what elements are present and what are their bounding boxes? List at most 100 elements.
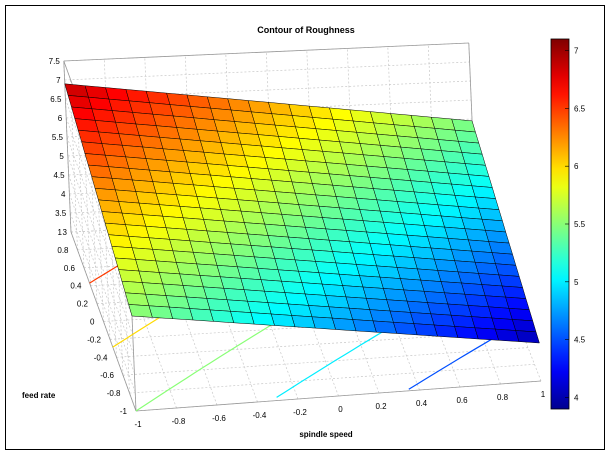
surface-face — [240, 278, 265, 292]
surface-face — [318, 272, 343, 286]
surface-face — [243, 289, 269, 303]
axes-box-edge — [63, 42, 469, 62]
surface-face — [125, 224, 150, 239]
surface-face — [420, 279, 445, 294]
surface-face — [87, 164, 113, 179]
surface-face — [226, 299, 252, 313]
surface-face — [104, 222, 130, 237]
axis-ticks: -1 -0.8 -0.6 -0.4 -0.2 0 0.2 0.4 0.6 0.8 1-1-0.8-0… — [49, 57, 546, 429]
surface-face — [400, 212, 425, 226]
surface-face — [491, 317, 517, 331]
surface-face — [383, 222, 408, 236]
surface-face — [356, 197, 381, 212]
surface-face — [362, 286, 388, 300]
surface-face — [182, 285, 208, 299]
surface-face — [322, 151, 347, 165]
surface-face — [148, 305, 174, 319]
floor-grid-line — [129, 363, 535, 394]
surface-face — [169, 306, 194, 321]
surface-face — [158, 272, 184, 286]
x-tick-label: -0.4 — [253, 411, 267, 420]
surface-face — [301, 282, 326, 296]
x-tick-label: 1 — [541, 390, 546, 399]
surface-face — [515, 330, 540, 344]
surface-face — [165, 227, 191, 242]
surface-face — [179, 206, 204, 220]
surface-face — [471, 316, 496, 330]
surface-face — [247, 300, 272, 315]
surface-face — [294, 259, 320, 273]
surface-face — [233, 255, 259, 269]
z-tick-label: 7 — [56, 76, 61, 85]
surface-face — [244, 155, 269, 170]
surface-face — [383, 156, 408, 170]
surface-face — [464, 293, 489, 308]
x-tick-label: -0.2 — [293, 408, 307, 417]
surface-face — [423, 291, 449, 305]
surface-face — [400, 278, 425, 292]
surface-face — [471, 250, 496, 264]
z-tick-label: 5.5 — [52, 133, 64, 142]
surface-face — [179, 273, 204, 288]
surface-face — [196, 263, 221, 278]
surface-face — [270, 313, 296, 328]
surface-face — [94, 120, 120, 134]
y-tick-label: -0.4 — [94, 353, 108, 362]
surface-face — [250, 312, 275, 326]
surface-face — [186, 296, 211, 311]
surface-face — [376, 265, 401, 279]
surface-face — [114, 257, 140, 272]
surface-face — [311, 316, 337, 330]
surface-face — [437, 270, 462, 284]
surface-face — [308, 305, 333, 319]
z-tick-label: 4 — [61, 190, 66, 199]
surface-face — [145, 293, 170, 308]
surface-face — [315, 194, 340, 209]
surface-face — [352, 252, 377, 267]
figure-frame: -1 -0.8 -0.6 -0.4 -0.2 0 0.2 0.4 0.6 0.8 1 -1 -0.8 -0… — [5, 5, 605, 450]
x-tick-label: 0.2 — [375, 402, 387, 411]
surface-face — [186, 229, 211, 243]
surface-face — [420, 214, 445, 228]
surface-face — [220, 276, 245, 290]
surface-face — [141, 282, 167, 296]
z-tick-label: 4.5 — [53, 171, 65, 180]
surface-face — [494, 328, 520, 342]
y-tick-label: -1 — [120, 407, 128, 416]
surface-face — [315, 261, 340, 275]
surface-face — [376, 199, 401, 213]
surface-face — [138, 270, 164, 285]
surface-face — [216, 265, 242, 279]
surface-face — [311, 249, 337, 264]
surface-face — [396, 267, 422, 281]
z-tick-label: 5 — [59, 152, 64, 161]
surface-face — [135, 259, 160, 273]
surface-face — [444, 292, 469, 306]
surface-face — [348, 307, 374, 322]
surface-face — [427, 236, 452, 250]
surface-face — [291, 248, 316, 262]
surface-face — [155, 192, 181, 207]
wall-grid-line — [65, 80, 471, 100]
colorbar-tick-label: 6 — [574, 162, 579, 171]
surface-face — [182, 217, 208, 232]
surface-face — [118, 201, 143, 215]
y-tick-label: 0.8 — [57, 246, 69, 255]
surface-face — [406, 234, 432, 249]
surface-face — [254, 256, 279, 271]
surface-face — [430, 313, 455, 327]
y-tick-label: -0.2 — [87, 335, 101, 344]
surface-face — [264, 223, 289, 238]
surface-face — [230, 311, 255, 325]
wall-grid-line — [115, 204, 124, 376]
surface-face — [287, 303, 313, 318]
surface-face — [277, 269, 303, 283]
surface-face — [199, 275, 225, 289]
surface-face — [413, 257, 439, 271]
surface-face — [325, 295, 350, 309]
surface-face — [383, 288, 408, 302]
surface-face — [121, 280, 146, 295]
surface-face — [467, 305, 493, 319]
surface-face — [189, 173, 215, 187]
surface-face — [328, 239, 354, 254]
